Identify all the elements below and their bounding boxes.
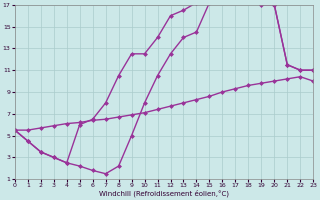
- X-axis label: Windchill (Refroidissement éolien,°C): Windchill (Refroidissement éolien,°C): [99, 190, 229, 197]
